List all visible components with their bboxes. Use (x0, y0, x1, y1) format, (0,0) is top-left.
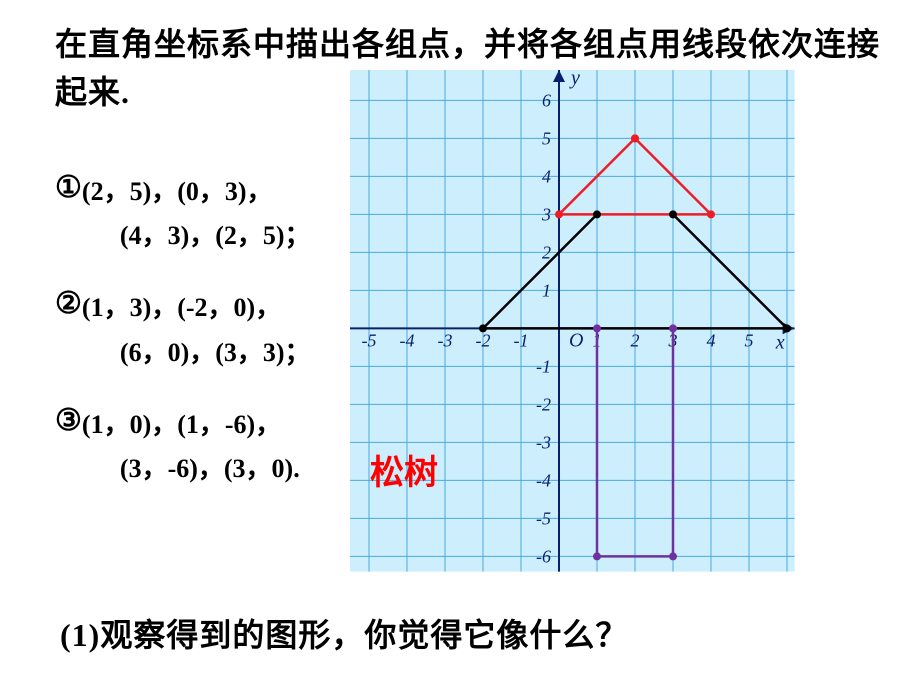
question-text: (1)观察得到的图形，你觉得它像什么？ (60, 610, 628, 656)
svg-text:-4: -4 (400, 330, 415, 350)
group-1: ① (2，5)，(0，3)， (4，3)，(2，5)； (55, 170, 311, 258)
group-2-marker: ② (55, 287, 82, 320)
group-1-line2: (4，3)，(2，5)； (120, 221, 311, 250)
svg-text:-1: -1 (514, 330, 529, 350)
group-3-line1: (1，0)，(1，-6)， (82, 410, 281, 439)
group-3-line2: (3，-6)，(3，0). (120, 454, 300, 483)
svg-text:1: 1 (542, 280, 551, 300)
svg-text:2: 2 (630, 330, 639, 350)
svg-text:3: 3 (541, 204, 551, 224)
svg-text:-6: -6 (536, 546, 551, 566)
group-2-line2: (6，0)，(3，3)； (120, 338, 311, 367)
svg-text:-1: -1 (536, 356, 551, 376)
coordinate-chart: -5-4-3-2-112345-6-5-4-3-2-1123456Oxy (350, 70, 900, 590)
svg-text:6: 6 (542, 90, 551, 110)
svg-text:4: 4 (706, 330, 715, 350)
group-1-line1: (2，5)，(0，3)， (82, 177, 273, 206)
svg-text:2: 2 (542, 242, 551, 262)
svg-text:y: y (569, 70, 580, 89)
svg-text:-4: -4 (536, 470, 551, 490)
group-2-line1: (1，3)，(-2，0)， (82, 293, 281, 322)
group-2: ② (1，3)，(-2，0)， (6，0)，(3，3)； (55, 286, 311, 374)
svg-text:O: O (569, 329, 583, 351)
svg-text:-2: -2 (536, 394, 551, 414)
group-1-marker: ① (55, 171, 82, 204)
group-3: ③ (1，0)，(1，-6)， (3，-6)，(3，0). (55, 403, 311, 491)
svg-text:5: 5 (542, 128, 551, 148)
coordinate-groups: ① (2，5)，(0，3)， (4，3)，(2，5)； ② (1，3)，(-2，… (55, 170, 311, 519)
answer-label: 松树 (370, 445, 438, 494)
svg-text:-3: -3 (438, 330, 453, 350)
svg-text:-5: -5 (362, 330, 377, 350)
svg-text:x: x (775, 331, 785, 353)
group-3-marker: ③ (55, 404, 82, 437)
svg-text:-2: -2 (476, 330, 491, 350)
svg-text:4: 4 (542, 166, 551, 186)
svg-text:-5: -5 (536, 508, 551, 528)
svg-text:-3: -3 (536, 432, 551, 452)
svg-text:5: 5 (744, 330, 753, 350)
